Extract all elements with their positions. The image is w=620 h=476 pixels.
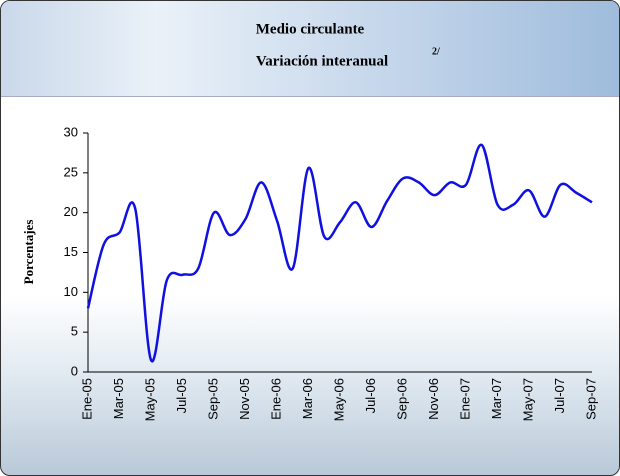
x-tick-label: Mar-05	[111, 378, 126, 419]
chart-subtitle: Variación interanual	[256, 53, 388, 69]
y-tick-label: 25	[64, 164, 78, 179]
y-tick-label: 30	[64, 124, 78, 139]
x-tick-label: Jul-06	[363, 378, 378, 413]
x-tick-label: Sep-05	[205, 378, 220, 420]
x-tick-label: Sep-06	[394, 378, 409, 420]
x-tick-label: Ene-05	[79, 378, 94, 420]
x-tick-label: Nov-06	[426, 378, 441, 420]
x-tick-label: Ene-07	[457, 378, 472, 420]
y-tick-label: 15	[64, 244, 78, 259]
chart-title: Medio circulante	[256, 21, 365, 37]
x-tick-label: May-06	[331, 378, 346, 421]
subtitle-note: 2/	[432, 46, 440, 57]
x-tick-label: Mar-06	[300, 378, 315, 419]
series-line	[86, 143, 593, 363]
x-tick-label: Mar-07	[489, 378, 504, 419]
y-tick-label: 0	[71, 363, 78, 378]
y-tick-label: 10	[64, 284, 78, 299]
y-axis-label: Porcentajes	[21, 220, 36, 285]
x-tick-label: Jul-07	[552, 378, 567, 413]
x-tick-label: Sep-07	[583, 378, 598, 420]
header-band	[1, 1, 619, 97]
x-tick-label: May-07	[520, 378, 535, 421]
x-tick-label: May-05	[142, 378, 157, 421]
x-tick-label: Nov-05	[237, 378, 252, 420]
y-tick-label: 5	[71, 324, 78, 339]
x-tick-label: Jul-05	[174, 378, 189, 413]
x-tick-label: Ene-06	[268, 378, 283, 420]
y-tick-label: 20	[64, 204, 78, 219]
